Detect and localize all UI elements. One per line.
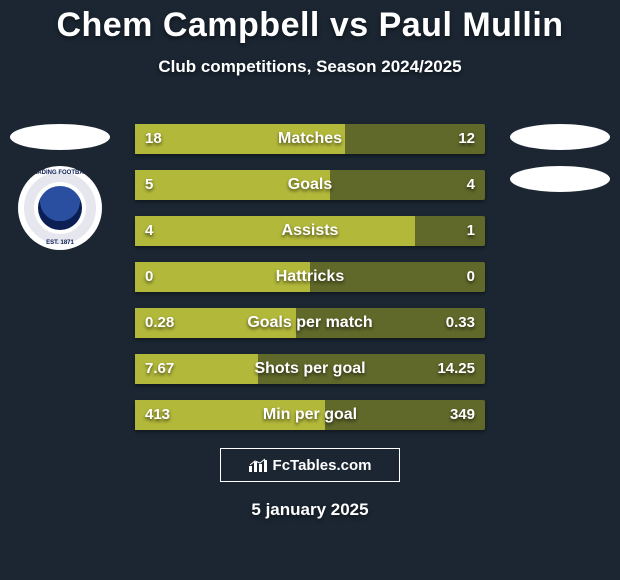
stat-label: Goals xyxy=(135,170,485,200)
chart-icon xyxy=(249,458,267,472)
stat-row: 0.280.33Goals per match xyxy=(135,308,485,338)
badge-text-bottom: EST. 1871 xyxy=(46,240,74,246)
player-photo-placeholder-right-2 xyxy=(510,166,610,192)
stat-row: 7.6714.25Shots per goal xyxy=(135,354,485,384)
player-photo-placeholder-right-1 xyxy=(510,124,610,150)
stat-row: 54Goals xyxy=(135,170,485,200)
badge-text-top: READING FOOTBALL xyxy=(29,170,91,176)
stat-row: 413349Min per goal xyxy=(135,400,485,430)
report-date: 5 january 2025 xyxy=(0,500,620,520)
player-photo-placeholder-left xyxy=(10,124,110,150)
page-title: Chem Campbell vs Paul Mullin xyxy=(0,0,620,45)
stat-label: Min per goal xyxy=(135,400,485,430)
stat-label: Assists xyxy=(135,216,485,246)
footer-text: FcTables.com xyxy=(273,457,372,474)
stat-row: 1812Matches xyxy=(135,124,485,154)
stat-label: Goals per match xyxy=(135,308,485,338)
stat-row: 41Assists xyxy=(135,216,485,246)
badge-inner xyxy=(38,186,82,230)
stats-bars-container: 1812Matches 54Goals 41Assists 00Hattricks 0.… xyxy=(135,124,485,430)
left-player-column: READING FOOTBALL EST. 1871 xyxy=(10,124,110,250)
stat-label: Matches xyxy=(135,124,485,154)
stat-label: Shots per goal xyxy=(135,354,485,384)
club-badge-left: READING FOOTBALL EST. 1871 xyxy=(18,166,102,250)
fctables-logo[interactable]: FcTables.com xyxy=(220,448,400,482)
stat-row: 00Hattricks xyxy=(135,262,485,292)
stat-label: Hattricks xyxy=(135,262,485,292)
page-subtitle: Club competitions, Season 2024/2025 xyxy=(0,57,620,77)
right-player-column xyxy=(510,124,610,192)
